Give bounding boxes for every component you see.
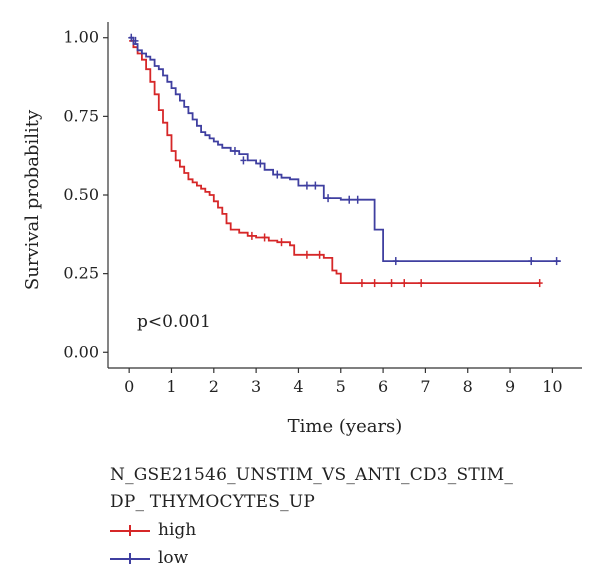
axes: 0.00 0.25 0.50 0.75 1.00 0 1 2 3 4 5 6 7 8 9 10 [63,22,582,396]
y-tick-label: 0.50 [63,185,99,204]
legend-item-low: low [110,546,188,570]
p-value-annotation: p<0.001 [137,312,211,332]
x-tick-label: 10 [542,377,562,396]
legend-key-low [110,548,150,568]
legend-title-line-2: DP_ THYMOCYTES_UP [110,492,315,512]
legend-label-high: high [158,520,197,540]
y-tick-label: 1.00 [63,28,99,47]
series-line-low [129,36,561,262]
legend-item-high: high [110,518,196,542]
x-axis-title: Time (years) [288,416,403,437]
x-tick-label: 7 [420,377,430,396]
x-tick-label: 2 [209,377,219,396]
x-tick-label: 4 [293,377,303,396]
x-tick-label: 3 [251,377,261,396]
x-tick-label: 6 [378,377,388,396]
legend-title: N_GSE21546_UNSTIM_VS_ANTI_CD3_STIM_ DP_ … [110,462,513,516]
y-axis-title: Survival probability [22,109,43,290]
x-tick-label: 5 [336,377,346,396]
legend-title-line-1: N_GSE21546_UNSTIM_VS_ANTI_CD3_STIM_ [110,465,514,485]
legend-label-low: low [158,548,189,568]
x-tick-label: 9 [505,377,515,396]
y-tick-label: 0.75 [63,106,99,125]
series-line-high [129,40,540,284]
x-tick-label: 1 [166,377,176,396]
x-tick-label: 8 [463,377,473,396]
survival-chart: 0.00 0.25 0.50 0.75 1.00 0 1 2 3 4 5 6 7 8 9 10 Time (y… [22,22,582,437]
y-tick-label: 0.00 [63,342,99,361]
x-tick-label: 0 [124,377,134,396]
series-layer [128,33,561,288]
legend-key-high [110,520,150,540]
y-tick-label: 0.25 [63,264,99,283]
